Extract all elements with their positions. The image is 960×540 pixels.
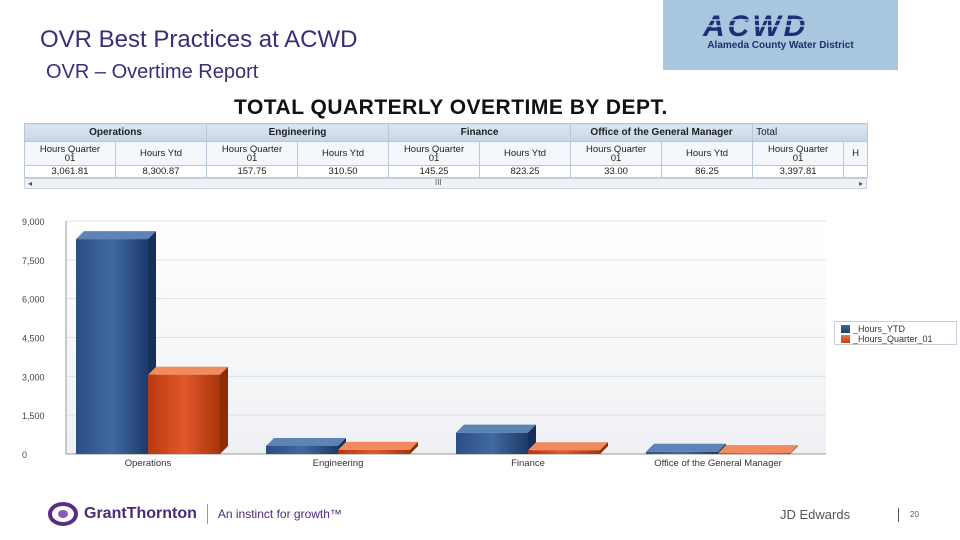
report-heading: TOTAL QUARTERLY OVERTIME BY DEPT.	[234, 96, 668, 119]
bar	[718, 453, 790, 455]
legend-label: _Hours_Quarter_01	[853, 334, 933, 344]
scroll-thumb[interactable]: III	[435, 178, 442, 187]
brand-divider	[206, 504, 208, 524]
y-tick-label: 1,500	[22, 411, 45, 421]
y-tick-label: 3,000	[22, 372, 45, 382]
overtime-bar-chart: 9,000 7,500 6,000 4,500 3,000 1,500 0 Operation…	[22, 217, 826, 469]
bar-top-face	[456, 424, 536, 433]
col-header[interactable]: Hours Ytd	[114, 141, 208, 166]
bar	[338, 449, 410, 454]
grid-cell: 823.25	[479, 165, 572, 178]
acwd-logo-graphic: ACWD	[663, 0, 898, 70]
bar-side-face	[600, 442, 608, 454]
bar-top-face	[528, 442, 608, 451]
grid-cell: 8,300.87	[114, 165, 208, 178]
grid-cell: 86.25	[661, 165, 754, 178]
dept-header-engineering[interactable]: Engineering	[206, 123, 390, 142]
bar-top-face	[718, 445, 798, 454]
y-tick-label: 7,500	[22, 256, 45, 266]
bar-top-face	[76, 231, 156, 240]
overtime-grid: Operations Engineering Finance Office of…	[23, 123, 869, 178]
x-tick-label: Finance	[511, 458, 545, 469]
bar-top-face	[266, 437, 346, 446]
bar-side-face	[220, 366, 228, 454]
bar-top-face	[148, 366, 228, 375]
bar	[148, 374, 220, 454]
x-tick-label: Engineering	[313, 458, 364, 469]
y-tick-label: 4,500	[22, 334, 45, 344]
acwd-logo: ACWD Alameda County Water District	[663, 0, 898, 70]
legend-item-ytd: _Hours_YTD	[841, 324, 905, 334]
bar	[266, 445, 338, 454]
dept-header-finance[interactable]: Finance	[388, 123, 572, 142]
bar	[646, 451, 718, 454]
scroll-right-icon[interactable]: ▸	[858, 179, 863, 188]
grid-cell: 310.50	[297, 165, 390, 178]
bar-side-face	[790, 445, 798, 454]
grid-cell: 33.00	[570, 165, 663, 178]
col-header[interactable]: Hours Ytd	[479, 141, 572, 166]
col-header[interactable]: Hours Quarter 01	[206, 141, 299, 166]
slide-subtitle: OVR – Overtime Report	[46, 61, 259, 83]
horizontal-scrollbar[interactable]: ◂ III ▸	[24, 178, 867, 189]
grid-cell: 3,397.81	[752, 165, 845, 178]
scroll-left-icon[interactable]: ◂	[28, 179, 33, 188]
grid-cell: 3,061.81	[24, 165, 116, 178]
col-header[interactable]: Hours Ytd	[297, 141, 390, 166]
legend-label: _Hours_YTD	[853, 324, 906, 334]
legend-swatch	[841, 325, 850, 333]
col-header[interactable]: Hours Quarter 01	[752, 141, 845, 166]
dept-header-gm[interactable]: Office of the General Manager	[570, 123, 754, 142]
footer-divider	[898, 508, 899, 522]
grant-thornton-logo: GrantThornton An instinct for growth™	[48, 500, 342, 528]
grid-cell: 157.75	[206, 165, 299, 178]
col-header[interactable]: Hours Quarter 01	[570, 141, 663, 166]
grant-thornton-icon	[48, 502, 78, 526]
col-header[interactable]: H	[843, 141, 869, 166]
slide-title: OVR Best Practices at ACWD	[40, 26, 358, 53]
bar-side-face	[410, 441, 418, 454]
bar	[528, 450, 600, 454]
bar-top-face	[338, 441, 418, 450]
legend-swatch	[841, 335, 850, 343]
y-tick-label: 0	[22, 450, 27, 460]
x-tick-label: Office of the General Manager	[654, 458, 782, 469]
bar	[456, 432, 528, 454]
bar-top-face	[646, 443, 726, 452]
x-tick-label: Operations	[125, 458, 172, 469]
dept-header-total[interactable]: Total	[752, 123, 869, 142]
grid-cell	[843, 165, 869, 178]
col-header[interactable]: Hours Quarter 01	[24, 141, 116, 166]
chart-legend: _Hours_YTD _Hours_Quarter_01	[834, 321, 957, 345]
y-tick-label: 6,000	[22, 295, 45, 305]
col-header[interactable]: Hours Quarter 01	[388, 141, 481, 166]
dept-header-operations[interactable]: Operations	[23, 123, 208, 142]
logo-subtext: Alameda County Water District	[707, 40, 854, 51]
bar	[76, 239, 148, 454]
col-header[interactable]: Hours Ytd	[661, 141, 754, 166]
brand-tagline: An instinct for growth™	[217, 507, 342, 521]
y-tick-label: 9,000	[22, 217, 45, 227]
legend-item-quarter: _Hours_Quarter_01	[841, 334, 933, 344]
presenter-label: JD Edwards	[780, 507, 851, 522]
page-number: 20	[910, 510, 919, 519]
grid-cell: 145.25	[388, 165, 481, 178]
brand-name: GrantThornton	[84, 505, 197, 522]
